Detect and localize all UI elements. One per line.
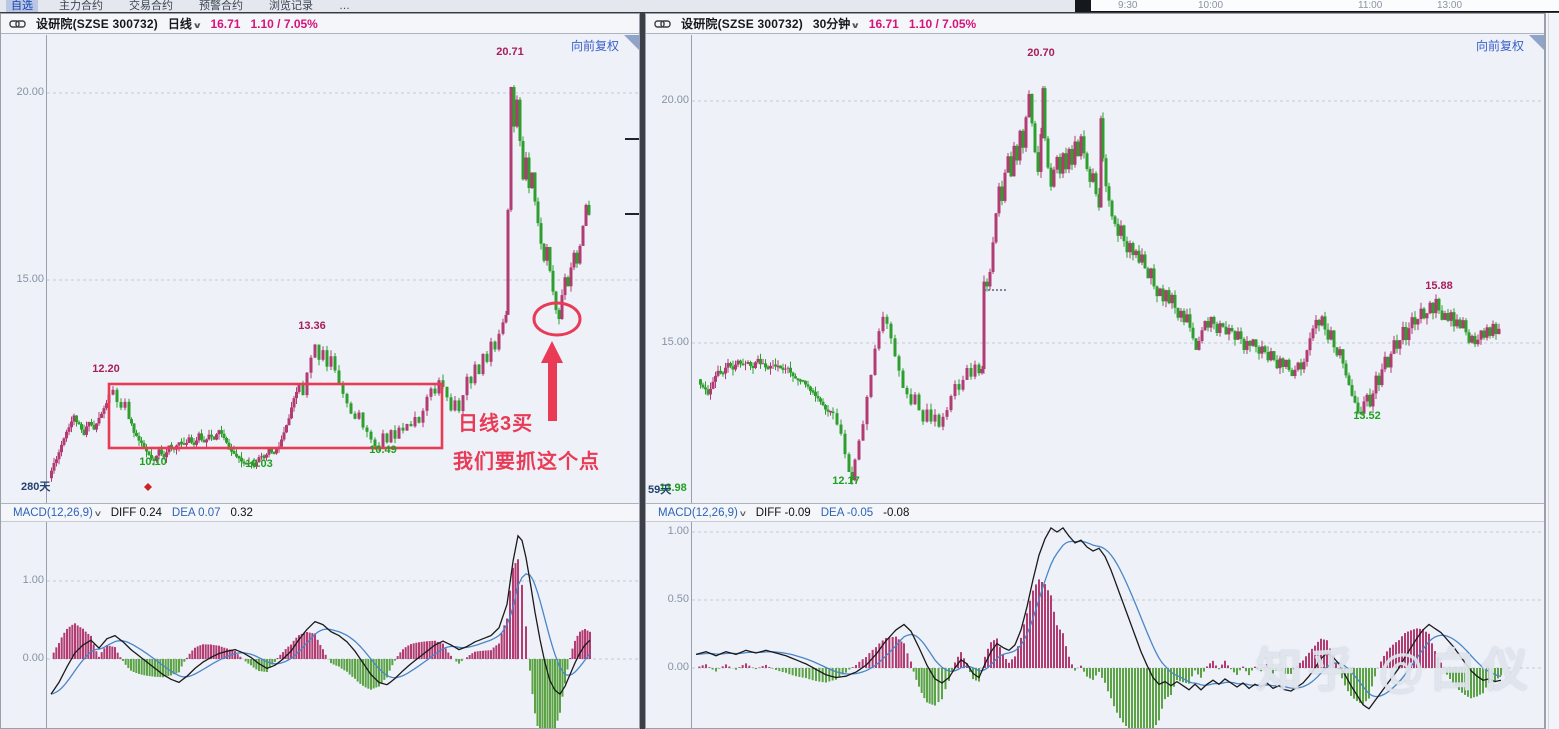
topbar-tab[interactable]: 浏览记录 xyxy=(269,0,313,12)
m30-chart-panel: 设研院(SZSE 300732) 30分钟∨ 16.71 1.10 / 7.05… xyxy=(645,13,1545,729)
panel-splitter[interactable] xyxy=(640,13,645,729)
period-selector-daily[interactable]: 日线∨ xyxy=(167,17,203,31)
price-point-label: 20.71 xyxy=(496,46,524,58)
period-selector-30min[interactable]: 30分钟∨ xyxy=(812,17,861,31)
watchlist-tabs: 自选 主力合约 交易合约 预警合约 浏览记录 … xyxy=(6,0,355,12)
adjust-mode-label: 向前复权 xyxy=(1475,39,1524,53)
price-point-label: 13.52 xyxy=(1353,410,1381,422)
topbar-tab[interactable]: … xyxy=(339,0,350,12)
price-point-label: 12.20 xyxy=(92,363,120,375)
watermark: 知乎 @白仪 xyxy=(1256,644,1534,696)
price-point-label: 12.17 xyxy=(832,475,860,487)
visible-range-label: 59天 xyxy=(648,484,672,496)
symbol-name: 设研院(SZSE 300732) xyxy=(36,17,158,31)
top-tab-bar: 自选 主力合约 交易合约 预警合约 浏览记录 … 9:30 10:00 11:00 13:00 xyxy=(0,0,1559,13)
macd-indicator-selector[interactable]: MACD(12,26,9)∨ xyxy=(13,506,103,519)
diff-line xyxy=(50,534,591,696)
scroll-strip-line xyxy=(1548,13,1549,729)
price-change: 1.10 / 7.05% xyxy=(250,16,318,31)
price-point-label: 13.98 xyxy=(659,482,687,494)
macd-diff-value: DIFF 0.24 xyxy=(110,506,162,519)
macd-dea-value: DEA -0.05 xyxy=(820,506,874,519)
axis-tick-label: 20.00 xyxy=(16,86,44,98)
daily-candlestick-chart xyxy=(47,85,639,491)
price-change: 1.10 / 7.05% xyxy=(908,16,977,31)
link-icon xyxy=(9,19,26,28)
topbar-tab[interactable]: 主力合约 xyxy=(59,0,103,12)
link-icon xyxy=(654,19,671,28)
price-point-label: 10.03 xyxy=(245,458,273,470)
price-point-label: 13.36 xyxy=(298,320,326,332)
symbol-name: 设研院(SZSE 300732) xyxy=(681,17,803,31)
chevron-down-icon: ∨ xyxy=(192,21,203,30)
axis-tick-label: 1.00 xyxy=(22,574,44,586)
axis-tick-label: 15.00 xyxy=(16,273,44,285)
adjust-mode-label: 向前复权 xyxy=(570,39,619,53)
time-axis-label: 11:00 xyxy=(1358,0,1383,11)
chevron-down-icon: ∨ xyxy=(93,508,103,518)
visible-range-label: 280天 xyxy=(21,481,51,493)
macd-bar-value: -0.08 xyxy=(883,506,910,519)
last-price: 16.71 xyxy=(210,16,241,31)
corner-fold-icon[interactable] xyxy=(624,35,639,50)
topbar-tab[interactable]: 交易合约 xyxy=(129,0,173,12)
dea-line xyxy=(50,573,591,695)
time-axis-strip: 9:30 10:00 11:00 13:00 xyxy=(1091,0,1559,12)
topbar-tab[interactable]: 自选 xyxy=(6,0,38,12)
macd-header: MACD(12,26,9)∨ DIFF -0.09 DEA -0.05 -0.0… xyxy=(646,503,1544,522)
macd-dea-value: DEA 0.07 xyxy=(171,506,221,519)
axis-tick-label: 15.00 xyxy=(661,336,689,348)
price-point-label: 10.49 xyxy=(369,444,397,456)
daily-macd-chart xyxy=(47,534,639,728)
event-diamond-marker xyxy=(144,483,152,491)
chevron-down-icon: ∨ xyxy=(850,21,861,30)
time-axis-label: 9:30 xyxy=(1118,0,1138,11)
topbar-divider-block xyxy=(1075,0,1091,12)
daily-chart-panel: 设研院(SZSE 300732) 日线∨ 16.71 1.10 / 7.05% … xyxy=(0,13,640,729)
chevron-down-icon: ∨ xyxy=(738,508,748,518)
m30-chart-header: 设研院(SZSE 300732) 30分钟∨ 16.71 1.10 / 7.05… xyxy=(646,14,1544,34)
macd-histogram xyxy=(52,559,591,728)
y-axis-line xyxy=(691,35,692,728)
macd-header: MACD(12,26,9)∨ DIFF 0.24 DEA 0.07 0.32 xyxy=(1,503,639,522)
macd-diff-value: DIFF -0.09 xyxy=(755,506,811,519)
annotation-circle xyxy=(532,301,582,337)
time-axis-label: 10:00 xyxy=(1198,0,1224,11)
daily-chart-header: 设研院(SZSE 300732) 日线∨ 16.71 1.10 / 7.05% xyxy=(1,14,639,34)
macd-bar-value: 0.32 xyxy=(230,506,253,519)
annotation-arrow xyxy=(541,341,563,421)
macd-indicator-selector[interactable]: MACD(12,26,9)∨ xyxy=(658,506,748,519)
axis-tick-label: 0.00 xyxy=(22,652,44,664)
price-point-label: 10.10 xyxy=(139,456,167,468)
axis-tick-label: 0.00 xyxy=(667,661,689,673)
candle-series xyxy=(699,86,1501,485)
m30-candlestick-chart xyxy=(692,86,1544,485)
topbar-tab[interactable]: 预警合约 xyxy=(199,0,243,12)
annotation-box xyxy=(107,382,444,450)
last-price: 16.71 xyxy=(868,16,899,31)
price-point-label: 20.70 xyxy=(1027,47,1055,59)
annotation-text-line1: 日线3买 xyxy=(458,413,534,435)
corner-fold-icon[interactable] xyxy=(1529,35,1544,50)
price-point-label: 15.88 xyxy=(1425,280,1453,292)
annotation-text-line2: 我们要抓这个点 xyxy=(453,451,600,473)
right-scroll-strip[interactable] xyxy=(1545,13,1559,729)
time-axis-label: 13:00 xyxy=(1437,0,1463,11)
axis-tick-label: 1.00 xyxy=(667,525,689,537)
axis-tick-label: 20.00 xyxy=(661,94,689,106)
y-axis-line xyxy=(46,35,47,728)
axis-tick-label: 0.50 xyxy=(667,593,689,605)
